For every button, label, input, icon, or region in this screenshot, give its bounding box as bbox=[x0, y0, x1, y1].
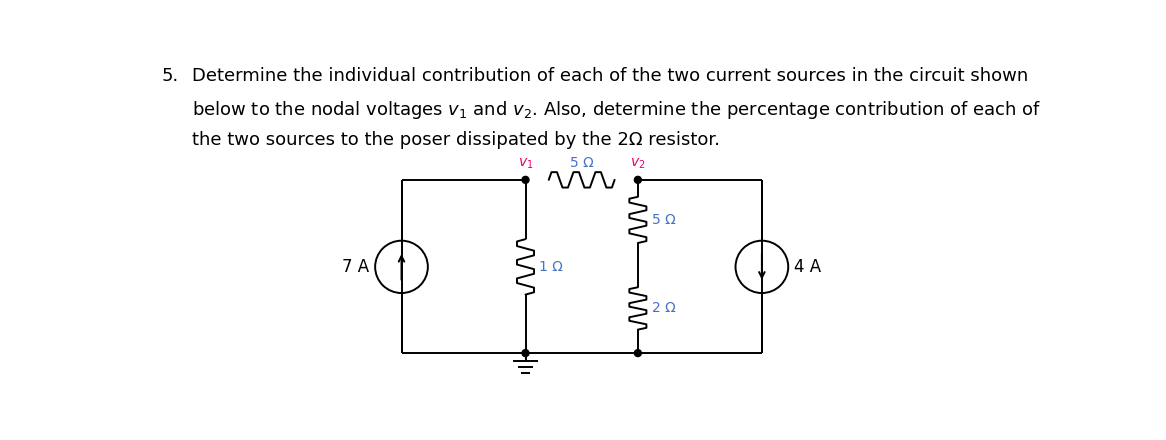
Text: the two sources to the poser dissipated by the 2Ω resistor.: the two sources to the poser dissipated … bbox=[192, 131, 721, 149]
Text: 2 Ω: 2 Ω bbox=[652, 301, 675, 315]
Circle shape bbox=[522, 350, 529, 356]
Text: $v_2$: $v_2$ bbox=[630, 156, 646, 171]
Text: 7 A: 7 A bbox=[342, 258, 368, 276]
Text: 4 A: 4 A bbox=[794, 258, 822, 276]
Text: Determine the individual contribution of each of the two current sources in the : Determine the individual contribution of… bbox=[192, 66, 1028, 84]
Text: 5 Ω: 5 Ω bbox=[652, 213, 675, 227]
Circle shape bbox=[634, 350, 641, 356]
Text: 1 Ω: 1 Ω bbox=[540, 260, 563, 274]
Text: below to the nodal voltages $v_1$ and $v_2$. Also, determine the percentage cont: below to the nodal voltages $v_1$ and $v… bbox=[192, 99, 1041, 121]
Text: $v_1$: $v_1$ bbox=[518, 156, 533, 171]
Text: 5 Ω: 5 Ω bbox=[570, 156, 593, 170]
Circle shape bbox=[522, 176, 529, 183]
Circle shape bbox=[634, 176, 641, 183]
Text: 5.: 5. bbox=[161, 66, 178, 84]
